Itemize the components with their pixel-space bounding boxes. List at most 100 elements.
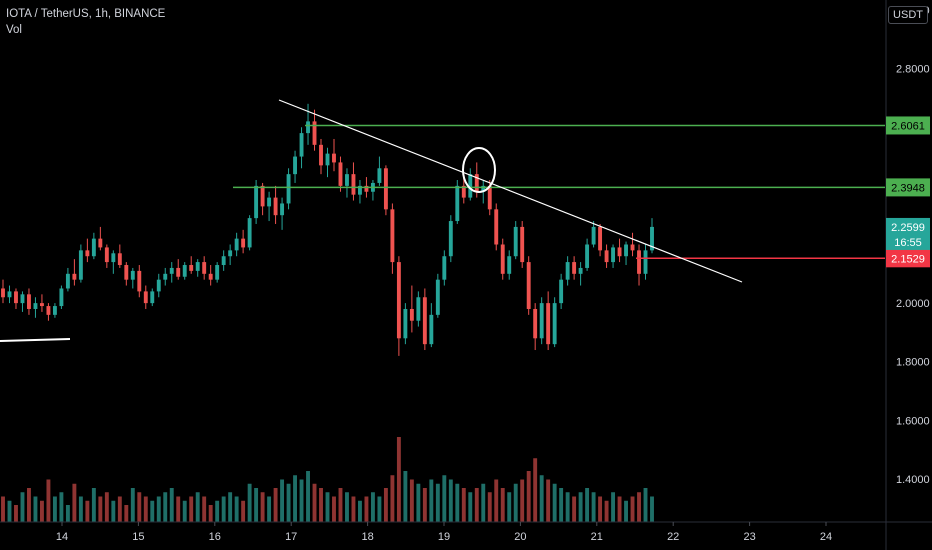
- volume-bar: [370, 492, 375, 522]
- volume-bar: [533, 458, 538, 522]
- time-tick-label: 22: [667, 531, 679, 543]
- price-tick-label: 1.4000: [896, 474, 930, 486]
- candle-down: [202, 262, 207, 274]
- last-price-badge: [886, 217, 930, 250]
- candle-up: [234, 238, 239, 251]
- volume-bars: [1, 437, 654, 522]
- volume-bar: [604, 500, 609, 522]
- candle-up: [552, 303, 557, 345]
- price-level-badges: 2.6061 2.3948 2.1529 2.2599 16:55: [886, 116, 930, 268]
- countdown-text: 16:55: [894, 237, 922, 249]
- candle-up: [358, 185, 362, 195]
- volume-bar: [358, 500, 362, 522]
- candle-down: [124, 265, 129, 280]
- candle-up: [299, 133, 304, 157]
- volume-bar: [617, 496, 622, 522]
- candle-up: [215, 265, 220, 280]
- volume-bar: [403, 471, 408, 522]
- candle-up: [182, 265, 187, 277]
- candle-down: [14, 291, 18, 304]
- candle-down: [396, 262, 401, 339]
- volume-bar: [429, 479, 434, 522]
- candle-down: [176, 267, 181, 277]
- volume-bar: [280, 479, 285, 522]
- candle-down: [487, 185, 492, 210]
- volume-bar: [312, 483, 317, 522]
- volume-bar: [481, 483, 486, 522]
- candle-down: [189, 265, 194, 271]
- candle-down: [474, 174, 479, 192]
- volume-bar: [351, 496, 356, 522]
- volume-bar: [182, 500, 187, 522]
- candle-up: [539, 303, 544, 339]
- volume-bar: [221, 496, 226, 522]
- volume-bar: [169, 488, 174, 522]
- volume-bar: [332, 496, 336, 522]
- volume-bar: [104, 492, 109, 522]
- candle-up: [513, 226, 518, 257]
- volume-bar: [20, 492, 25, 522]
- volume-bar: [364, 496, 369, 522]
- candle-up: [507, 256, 512, 274]
- candle-down: [351, 174, 356, 195]
- volume-bar: [241, 500, 246, 522]
- descending-trendline: [278, 99, 743, 283]
- volume-bar: [150, 500, 155, 522]
- volume-bar: [117, 496, 122, 522]
- volume-bar: [650, 496, 654, 522]
- candle-up: [416, 297, 421, 321]
- volume-bar: [234, 496, 239, 522]
- volume-bar: [91, 488, 96, 522]
- symbol-title[interactable]: IOTA / TetherUS, 1h, BINANCE: [6, 8, 166, 20]
- candle-down: [98, 238, 103, 248]
- volume-bar: [52, 496, 57, 522]
- volume-bar: [396, 437, 401, 522]
- volume-bar: [422, 488, 427, 522]
- candle-up: [611, 247, 616, 263]
- volume-indicator-label[interactable]: Vol: [6, 24, 22, 36]
- volume-bar: [14, 505, 18, 522]
- volume-bar: [33, 496, 38, 522]
- volume-bar: [611, 492, 616, 522]
- time-tick-label: 21: [591, 531, 603, 543]
- candle-down: [137, 270, 142, 292]
- volume-bar: [189, 496, 194, 522]
- volume-bar: [377, 496, 382, 522]
- volume-bar: [526, 471, 531, 522]
- highlight-circle: [462, 147, 496, 193]
- candle-up: [59, 288, 64, 307]
- volume-bar: [442, 475, 447, 522]
- currency-unit-button[interactable]: USDT: [888, 6, 928, 24]
- volume-bar: [630, 496, 635, 522]
- volume-bar: [98, 496, 103, 522]
- volume-bar: [578, 492, 583, 522]
- candle-up: [33, 303, 38, 309]
- candle-up: [591, 226, 596, 245]
- time-tick-label: 19: [438, 531, 450, 543]
- volume-bar: [520, 479, 525, 522]
- volume-bar: [643, 488, 648, 522]
- volume-bar: [383, 488, 388, 522]
- volume-bar: [78, 496, 83, 522]
- candle-down: [312, 121, 317, 145]
- candle-up: [150, 291, 155, 304]
- volume-bar: [591, 492, 596, 522]
- volume-bar: [325, 492, 330, 522]
- candle-down: [208, 273, 213, 280]
- candle-down: [27, 294, 31, 309]
- candle-down: [500, 244, 505, 274]
- candle-up: [306, 121, 310, 134]
- candle-down: [72, 273, 77, 280]
- volume-bar: [546, 479, 551, 522]
- volume-bar: [286, 483, 291, 522]
- candle-down: [260, 185, 265, 207]
- candle-down: [422, 297, 427, 345]
- price-tick-label: 1.8000: [896, 357, 930, 369]
- time-tick-label: 24: [820, 531, 832, 543]
- volume-bar: [247, 483, 252, 522]
- candle-up: [435, 279, 440, 315]
- support-line-segment: [0, 338, 71, 342]
- candle-up: [195, 262, 200, 271]
- candle-up: [345, 174, 349, 186]
